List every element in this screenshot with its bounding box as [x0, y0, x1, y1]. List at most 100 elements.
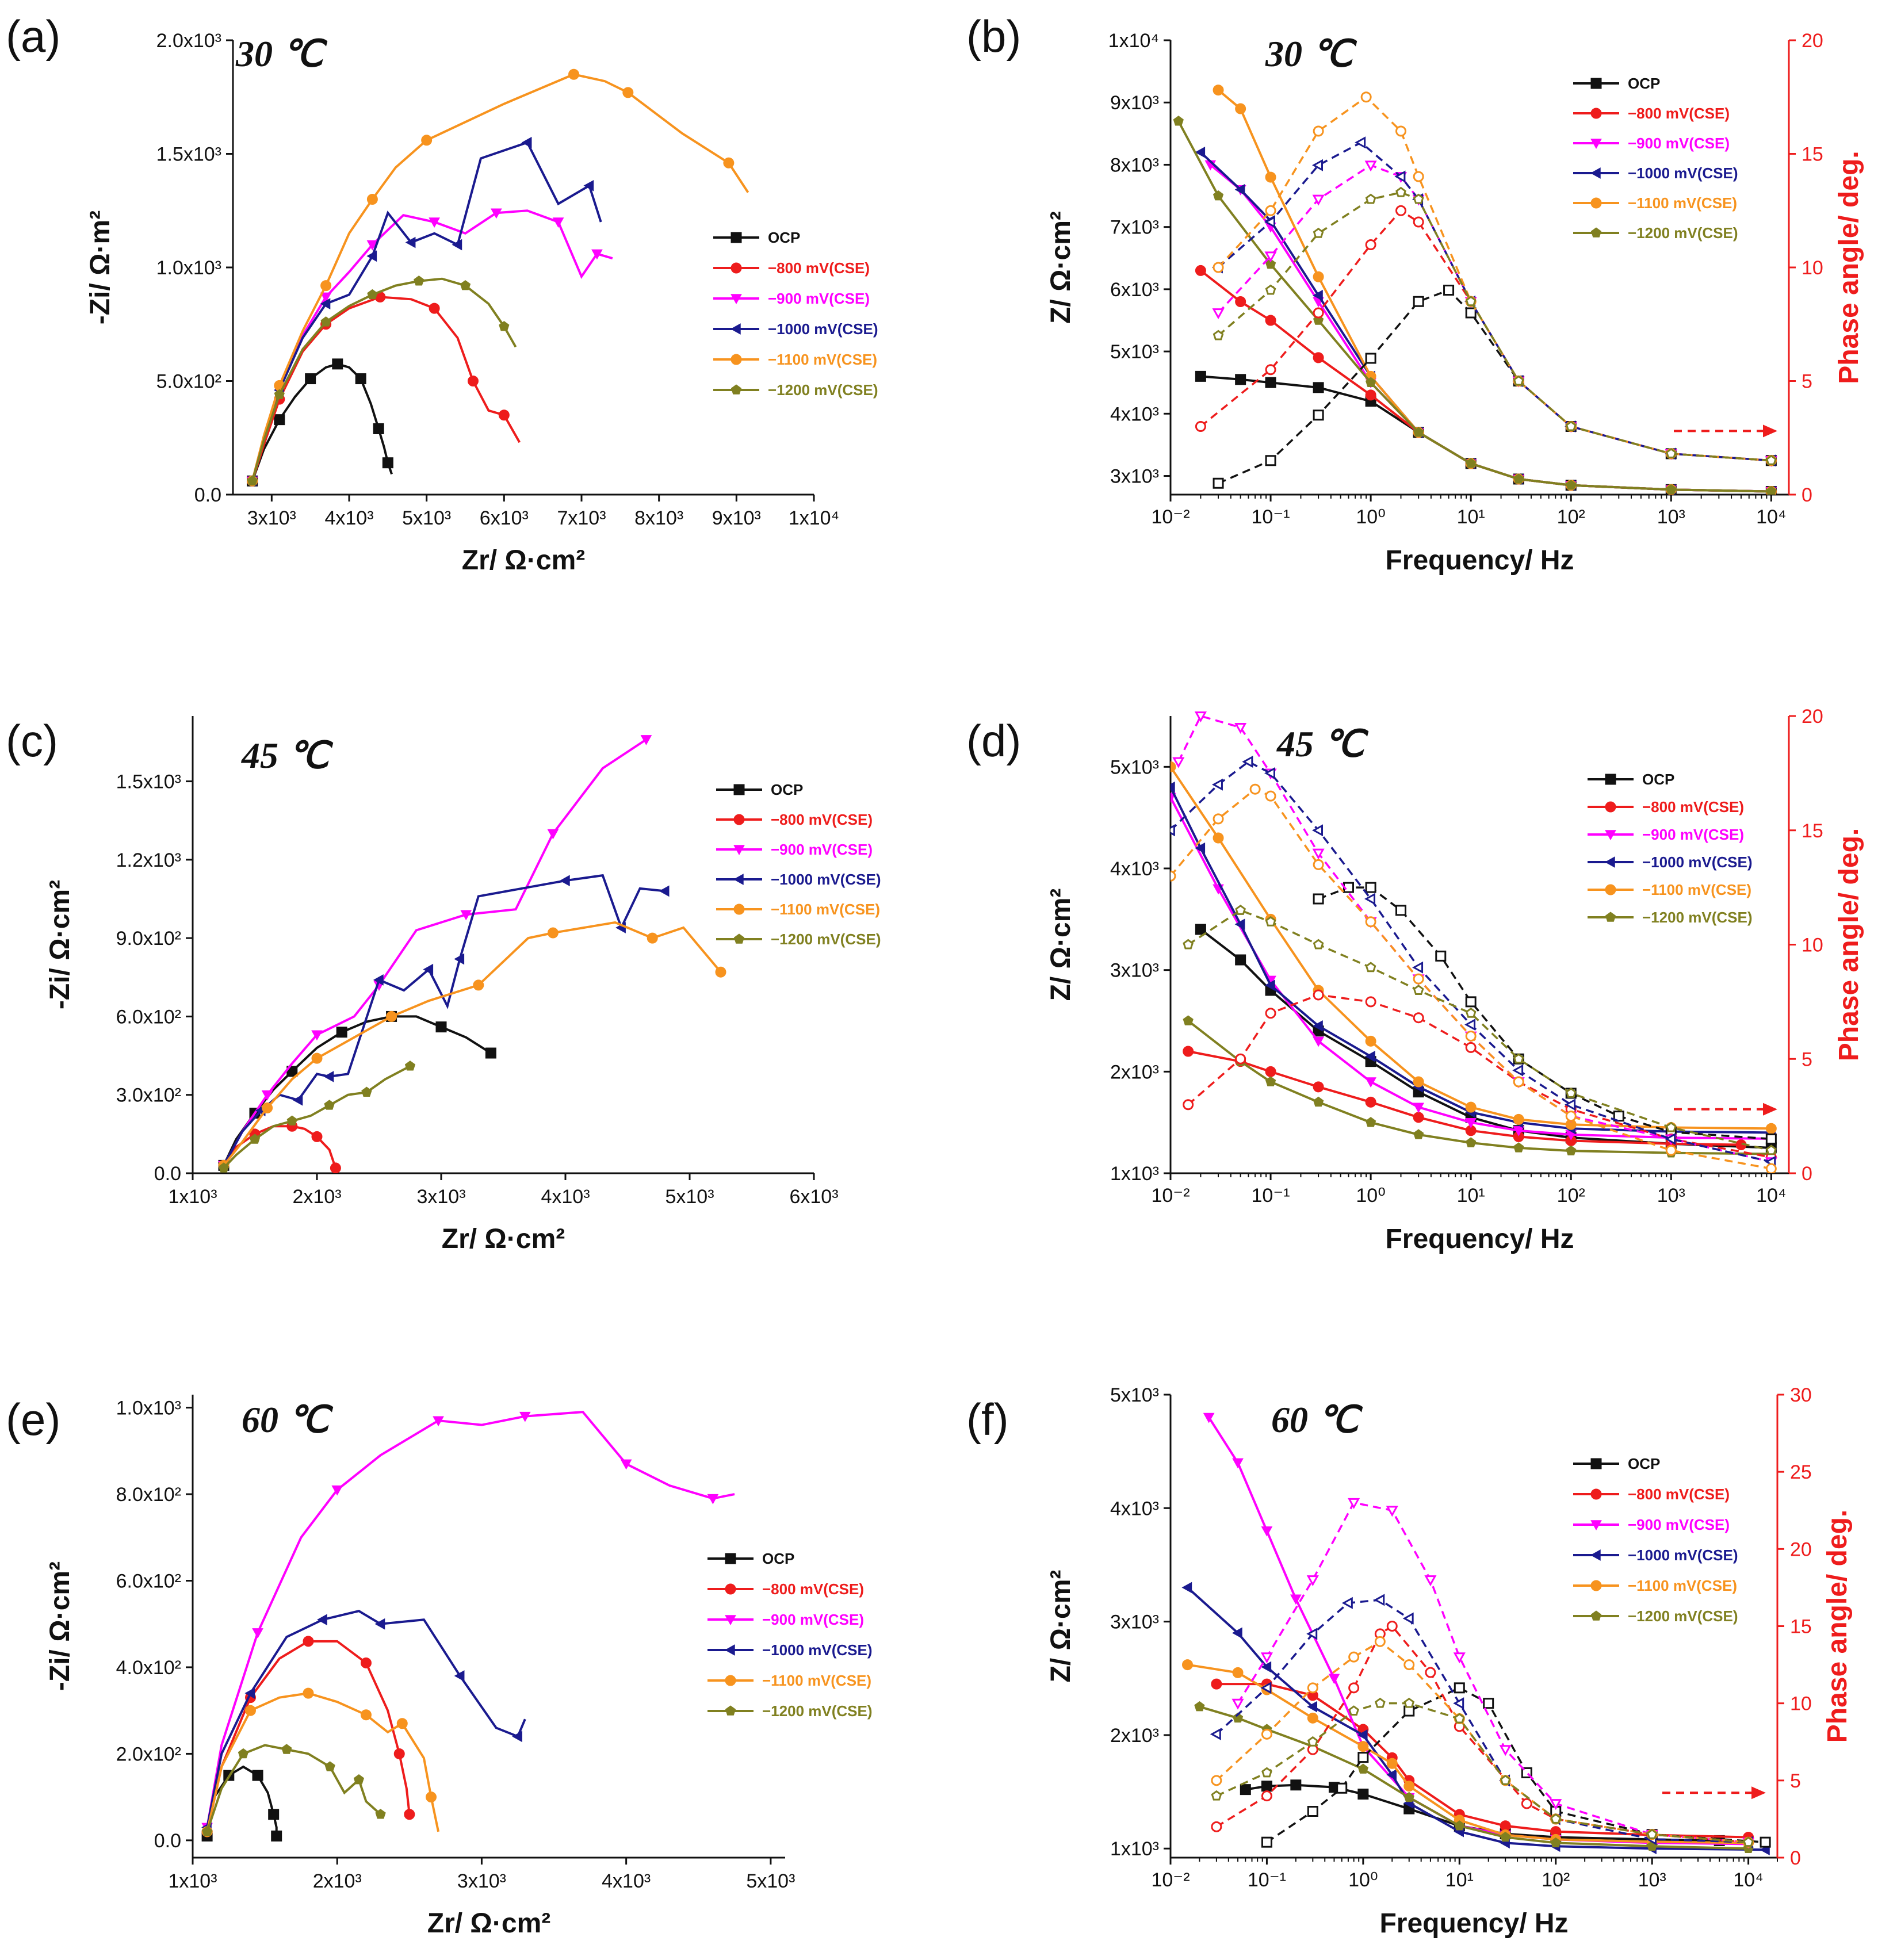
phase-point — [1213, 477, 1224, 489]
impedance-line-1200 — [1187, 1020, 1772, 1155]
data-point — [454, 953, 465, 965]
impedance-point — [1413, 1112, 1424, 1123]
impedance-point — [1666, 484, 1677, 495]
phase-point — [1265, 790, 1276, 802]
phase-point — [1760, 1836, 1771, 1848]
y-tick-label: 6.0x10² — [116, 1571, 181, 1592]
y2-axis-title: Phase angle/ deg. — [1822, 1510, 1853, 1743]
plot-area — [246, 68, 749, 487]
phase-point — [1265, 364, 1276, 376]
legend-marker — [1590, 108, 1602, 119]
x-tick-label: 10⁻¹ — [1252, 1185, 1290, 1207]
impedance-line-900 — [1209, 163, 1772, 493]
data-point — [252, 1628, 263, 1639]
impedance-point — [1235, 374, 1246, 385]
y-tick-label: 1.0x10³ — [116, 1398, 181, 1419]
impedance-point — [1195, 370, 1206, 382]
y2-tick-label: 15 — [1802, 820, 1823, 842]
phase-point — [1550, 1813, 1562, 1824]
x-tick-label: 10⁴ — [1733, 1869, 1763, 1891]
data-point — [360, 1657, 372, 1668]
phase-point — [1365, 193, 1376, 204]
phase-point — [1306, 1575, 1319, 1587]
data-point — [330, 1162, 341, 1173]
y-tick-label: 1x10⁴ — [1108, 30, 1159, 52]
legend-marker — [1590, 78, 1602, 89]
x-tick-label: 7x10³ — [557, 507, 606, 529]
data-point — [499, 321, 510, 331]
data-point — [303, 1687, 314, 1699]
data-point — [373, 423, 384, 434]
panel-letter: (d) — [966, 715, 1021, 766]
legend-label: −1000 mV(CSE) — [762, 1641, 872, 1659]
phase-point — [1211, 1790, 1222, 1801]
phase-point — [1665, 1132, 1676, 1145]
y2-tick-label: 0 — [1802, 1163, 1812, 1185]
impedance-point — [1307, 1701, 1318, 1713]
legend-marker — [725, 1583, 736, 1595]
data-point — [238, 1748, 249, 1759]
impedance-point — [1365, 1077, 1376, 1088]
data-point — [286, 1115, 297, 1126]
data-point — [244, 1687, 255, 1699]
phase-point — [1413, 973, 1424, 985]
legend-label: −1100 mV(CSE) — [1628, 194, 1737, 212]
y-tick-label: 8.0x10² — [116, 1484, 181, 1506]
phase-point — [1261, 1728, 1272, 1740]
phase-point — [1395, 186, 1406, 197]
x-tick-label: 10² — [1557, 1185, 1585, 1207]
impedance-point — [1265, 1076, 1276, 1086]
y2-tick-label: 5 — [1802, 371, 1812, 393]
data-point — [404, 1061, 416, 1071]
x-axis-title: Zr/ Ω·cm² — [462, 545, 586, 576]
data-point — [262, 1102, 273, 1113]
data-point — [396, 1718, 408, 1729]
impedance-point — [1513, 1126, 1525, 1136]
legend-label: −1000 mV(CSE) — [771, 871, 881, 888]
x-tick-label: 6x10³ — [480, 507, 529, 529]
data-point — [568, 68, 580, 80]
impedance-point — [1513, 1142, 1524, 1153]
impedance-point — [1413, 427, 1424, 437]
phase-point — [1453, 1697, 1464, 1710]
impedance-point — [1413, 1102, 1425, 1113]
y-tick-label: 4x10³ — [1110, 858, 1159, 880]
x-tick-label: 10⁻² — [1151, 1185, 1190, 1207]
data-point — [292, 1094, 303, 1106]
phase-point — [1425, 1667, 1436, 1678]
x-tick-label: 10⁰ — [1356, 506, 1385, 528]
phase-point — [1265, 1008, 1276, 1019]
y2-tick-label: 10 — [1790, 1693, 1812, 1715]
data-point — [323, 1071, 334, 1082]
phase-point — [1171, 870, 1176, 882]
phase-point — [1513, 1076, 1524, 1088]
phase-point — [1499, 1745, 1512, 1756]
impedance-point — [1213, 85, 1224, 96]
x-axis-title: Frequency/ Hz — [1385, 1224, 1574, 1254]
impedance-point — [1195, 265, 1206, 276]
data-point — [715, 966, 726, 978]
impedance-point — [1235, 296, 1246, 308]
data-point — [659, 885, 670, 897]
phase-point — [1210, 1728, 1221, 1740]
y-tick-label: 1.5x10³ — [156, 144, 221, 166]
legend-label: OCP — [771, 781, 803, 798]
data-point — [421, 135, 433, 146]
legend-marker — [1590, 197, 1602, 209]
legend-label: −800 mV(CSE) — [1628, 1486, 1730, 1503]
phase-point — [1171, 824, 1175, 837]
phase-point — [1413, 216, 1424, 228]
phase-point — [1413, 296, 1424, 307]
phase-point — [1365, 353, 1376, 364]
legend-label: −800 mV(CSE) — [771, 811, 873, 828]
legend-marker — [1590, 1458, 1602, 1469]
phase-point — [1565, 1111, 1577, 1122]
data-point — [429, 303, 440, 314]
legend-marker — [733, 845, 745, 856]
impedance-point — [1265, 377, 1276, 388]
impedance-point — [1465, 1117, 1477, 1128]
data-point — [491, 208, 502, 219]
data-point — [454, 1670, 465, 1682]
data-point — [519, 1411, 531, 1422]
impedance-point — [1265, 979, 1275, 992]
